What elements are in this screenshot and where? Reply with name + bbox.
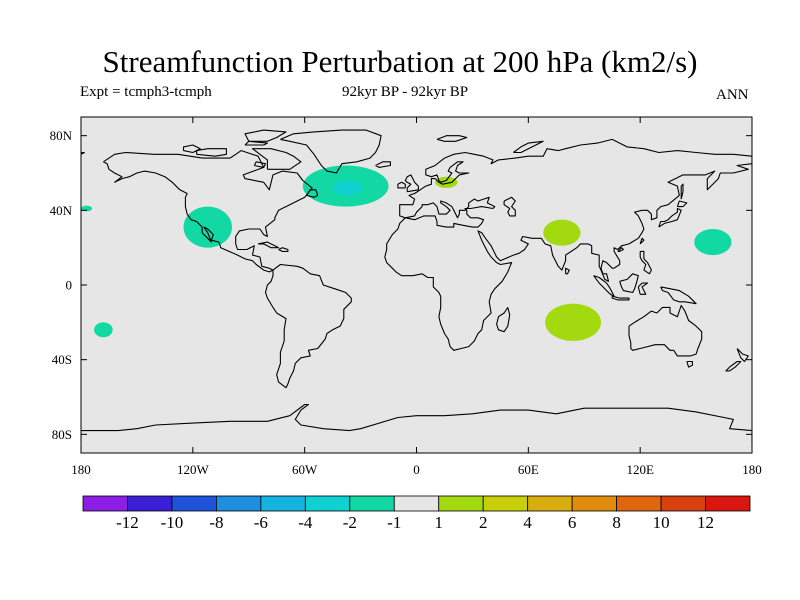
coastline-banks-island — [182, 144, 201, 154]
region-north-atlantic-core — [332, 180, 363, 196]
region-indian-ocean-positive — [545, 303, 602, 342]
coastline-hokkaido — [676, 200, 688, 208]
coastline-greenland — [280, 129, 382, 174]
coastline-eurasia-africa — [384, 138, 752, 351]
colorbar-swatch — [349, 495, 395, 512]
lon-tick-label: 60E — [518, 462, 539, 477]
axis-ticks: 80N 40N 0 40S 80S 180 120W 60W 0 60E 120E 180 — [50, 117, 762, 477]
region-north-america-negative — [183, 206, 232, 248]
coastline-philippines — [639, 250, 652, 275]
colorbar-swatch — [171, 495, 217, 512]
colorbar-swatch — [260, 495, 306, 512]
colorbar-swatch — [616, 495, 662, 512]
colorbar-label: -10 — [161, 513, 184, 532]
lat-tick-label: 0 — [66, 278, 73, 293]
coastline-iceland — [375, 161, 391, 168]
colorbar-label: -1 — [387, 513, 401, 532]
coastline-ireland — [397, 181, 406, 189]
anomaly-regions — [81, 165, 732, 342]
colorbar-swatch — [82, 495, 128, 512]
coastline-madagascar — [496, 307, 511, 333]
coastline-devon-island — [244, 140, 268, 146]
coastline-svalbard — [436, 135, 468, 142]
coastline-newfoundland — [306, 189, 319, 198]
coastline-new-zealand-n — [736, 348, 749, 363]
coastline-kamchatka-isl — [81, 151, 85, 155]
coastlines — [81, 129, 752, 442]
lon-tick-label: 60W — [292, 462, 318, 477]
coastline-novaya-zemlya — [513, 140, 544, 154]
region-central-asia-positive — [543, 219, 581, 246]
lon-tick-label: 180 — [71, 462, 91, 477]
coastline-uk — [404, 174, 419, 193]
colorbar-label: 2 — [479, 513, 488, 532]
colorbar-swatch — [127, 495, 173, 512]
region-europe-positive — [435, 176, 458, 188]
lon-tick-label: 120E — [626, 462, 654, 477]
lat-tick-label: 40S — [52, 352, 72, 367]
colorbar-label: 10 — [653, 513, 670, 532]
colorbar: -12 -10 -8 -6 -4 -2 -1 1 2 4 6 8 10 12 — [82, 495, 751, 532]
colorbar-label: -2 — [343, 513, 357, 532]
coastline-new-guinea — [660, 286, 697, 305]
colorbar-swatch — [215, 495, 262, 512]
plot-title: Streamfunction Perturbation at 200 hPa (… — [102, 44, 698, 79]
coastline-sakhalin — [680, 183, 684, 200]
lat-tick-label: 80S — [52, 427, 72, 442]
coastline-tasmania — [686, 360, 693, 368]
coastline-japan — [658, 207, 682, 228]
coastline-new-zealand-s — [725, 360, 742, 372]
coastline-arabia-caspian — [503, 196, 516, 217]
coastline-cuba — [257, 241, 280, 249]
season-label: ANN — [716, 87, 749, 103]
coastline-sulawesi — [637, 282, 649, 295]
coastline-southampton — [253, 161, 267, 168]
colorbar-label: -6 — [254, 513, 268, 532]
colorbar-swatch — [705, 495, 751, 512]
coastline-borneo — [619, 273, 639, 294]
coastline-ellesmere — [244, 129, 287, 142]
coastline-australia — [628, 304, 703, 357]
map-background — [81, 117, 752, 453]
colorbar-swatch — [571, 495, 618, 512]
coastline-north-america — [103, 150, 313, 273]
experiment-label: Expt = tcmph3-tcmph — [80, 84, 212, 100]
colorbar-swatch — [304, 495, 351, 512]
period-label: 92kyr BP - 92kyr BP — [342, 84, 469, 100]
colorbar-label: 12 — [697, 513, 714, 532]
colorbar-swatch — [527, 495, 573, 512]
lat-tick-label: 80N — [50, 128, 73, 143]
lat-tick-label: 40N — [50, 203, 73, 218]
lon-tick-label: 0 — [413, 462, 420, 477]
coastline-java — [611, 295, 630, 301]
colorbar-label: -8 — [209, 513, 223, 532]
region-south-pacific-negative — [94, 322, 113, 338]
coastline-south-america — [264, 263, 352, 389]
lon-tick-label: 180 — [742, 462, 762, 477]
colorbar-label: -12 — [116, 513, 139, 532]
coastline-taiwan — [639, 237, 645, 245]
coastline-hainan — [617, 247, 624, 252]
lon-tick-label: 120W — [177, 462, 210, 477]
colorbar-label: 1 — [434, 513, 443, 532]
coastline-antarctica — [81, 403, 752, 442]
region-west-pacific-negative — [694, 229, 732, 256]
colorbar-swatch — [438, 495, 484, 512]
colorbar-label: -4 — [298, 513, 313, 532]
coastline-hispaniola — [278, 247, 289, 252]
coastline-sri-lanka — [565, 267, 570, 275]
coastline-baffin — [251, 148, 302, 170]
colorbar-label: 4 — [523, 513, 532, 532]
colorbar-swatch — [660, 495, 706, 512]
colorbar-swatch — [393, 495, 440, 512]
colorbar-swatch — [482, 495, 529, 512]
colorbar-label: 6 — [568, 513, 577, 532]
colorbar-label: 8 — [612, 513, 621, 532]
